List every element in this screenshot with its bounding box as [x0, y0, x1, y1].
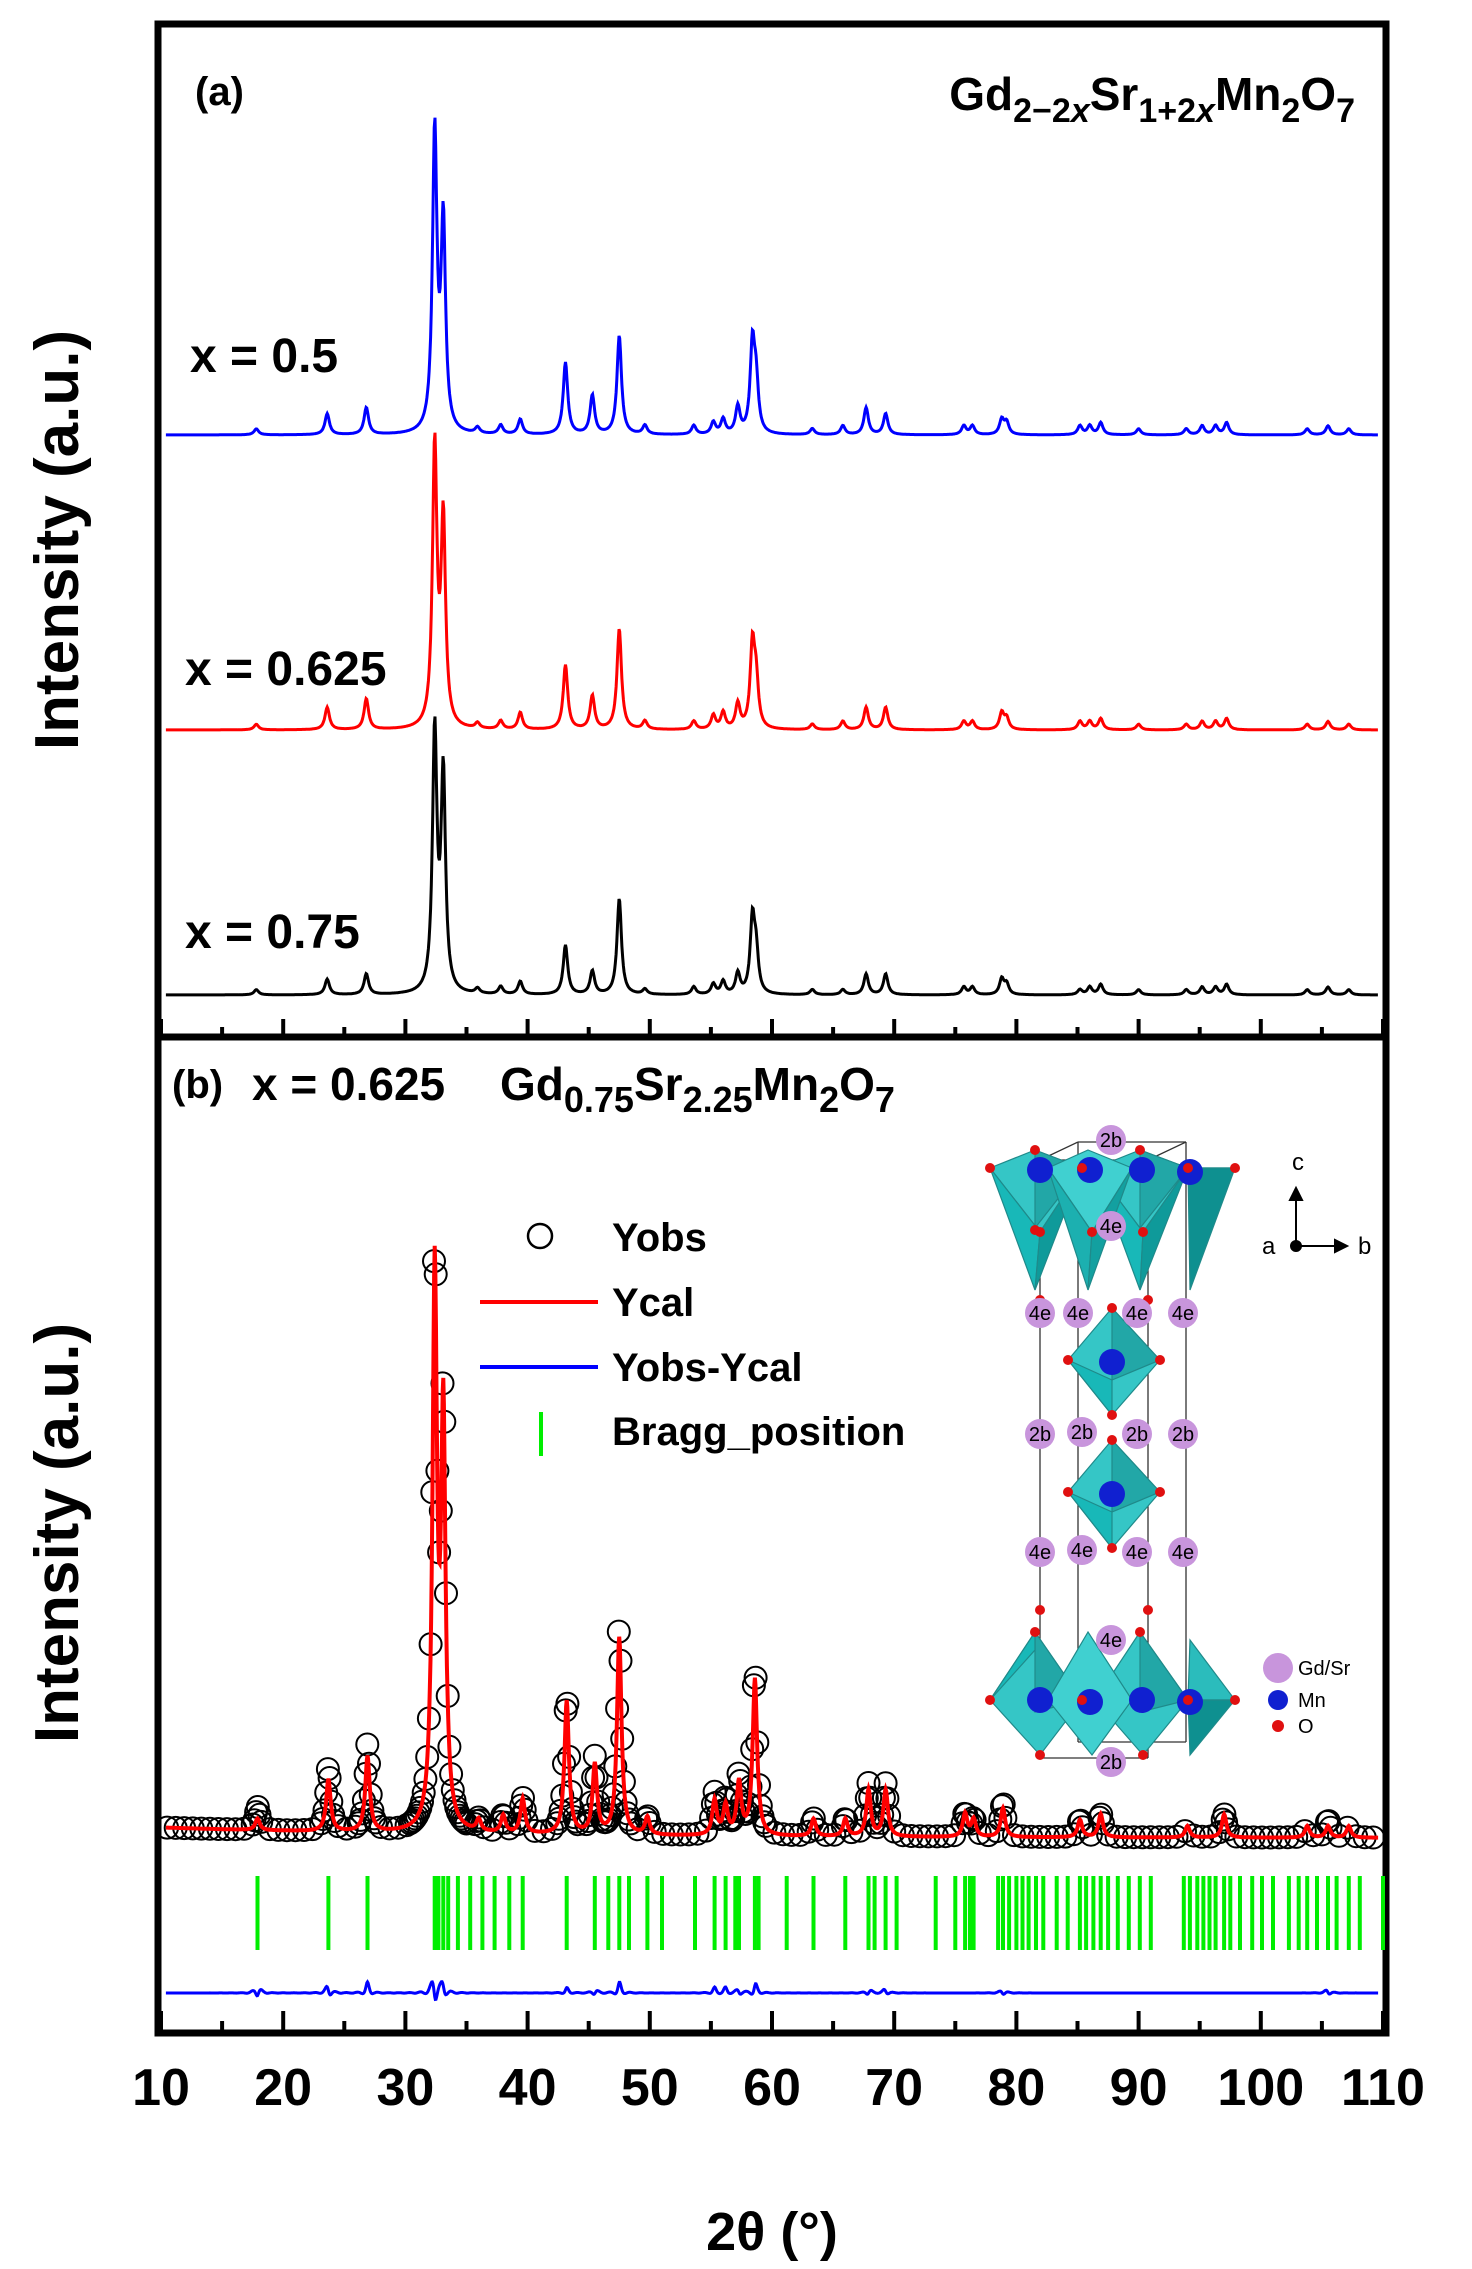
series-label-x075: x = 0.75 [185, 906, 360, 959]
x-tick-label: 10 [132, 2059, 190, 2117]
yobs-point [1318, 1815, 1343, 1840]
yobs-point [1096, 1822, 1121, 1847]
panel-b-plot [155, 1245, 1386, 2002]
legend-diff-label: Yobs-Ycal [612, 1346, 802, 1390]
crystal-structure-inset: 2b 4e 4e 4e 4e 4e 2b 2b 2b 2b 4e 4e 4e 4… [985, 1125, 1371, 1777]
yobs-point [1090, 1811, 1115, 1836]
svg-text:2b: 2b [1071, 1422, 1093, 1444]
panel-b-ylabel: Intensity (a.u.) [23, 1323, 92, 1743]
legend: Yobs Ycal Yobs-Ycal Bragg_position [480, 1216, 905, 1456]
panel-b-title-prefix: x = 0.625 [252, 1058, 445, 1110]
yobs-point [1212, 1802, 1237, 1827]
ycal-curve [165, 1245, 1379, 1840]
diff-curve [165, 1979, 1379, 2002]
legend-yobs-marker [526, 1222, 554, 1250]
yobs-point [363, 1810, 388, 1835]
svg-text:4e: 4e [1071, 1540, 1093, 1562]
x-tick-label: 30 [376, 2059, 434, 2117]
svg-text:2b: 2b [1029, 1424, 1051, 1446]
legend-mn-atom [1268, 1690, 1288, 1710]
yobs-point [642, 1819, 667, 1844]
legend-mn-label: Mn [1298, 1690, 1326, 1712]
svg-text:2b: 2b [1100, 1130, 1122, 1152]
series-label-x050: x = 0.5 [190, 330, 338, 383]
site-atoms: 2b 4e 4e 4e 4e 4e 2b 2b 2b 2b 4e 4e 4e 4… [1025, 1125, 1198, 1777]
yobs-point [449, 1806, 474, 1831]
x-tick-label: 40 [499, 2059, 557, 2117]
yobs-point [403, 1806, 428, 1831]
legend-yobs-label: Yobs [612, 1216, 707, 1260]
yobs-point [967, 1821, 992, 1845]
yobs-point [410, 1789, 434, 1814]
svg-text:2b: 2b [1100, 1752, 1122, 1774]
panel-a-series-2 [165, 716, 1378, 997]
yobs-point [618, 1811, 643, 1836]
panel-a-frame [154, 20, 1390, 1041]
yobs-point [326, 1814, 351, 1839]
x-tick-label: 20 [254, 2059, 312, 2117]
legend-gdsr-label: Gd/Sr [1298, 1658, 1351, 1680]
octahedra-top [989, 1149, 1237, 1291]
yobs-point [634, 1806, 659, 1831]
panel-a-formula: Gd2−2xSr1+2xMn2O7 [949, 68, 1355, 130]
yobs-point [801, 1806, 826, 1831]
svg-text:4e: 4e [1067, 1303, 1089, 1325]
panel-a-series-1 [165, 432, 1378, 732]
svg-text:4e: 4e [1029, 1542, 1051, 1564]
panel-a-ylabel: Intensity (a.u.) [23, 330, 92, 750]
yobs-point [1215, 1817, 1240, 1842]
axis-a-label: a [1262, 1233, 1276, 1260]
x-tick-label: 110 [1341, 2059, 1425, 2117]
crystal-axes [1288, 1185, 1350, 1254]
yobs-point [1327, 1823, 1351, 1848]
svg-text:4e: 4e [1172, 1303, 1194, 1325]
svg-text:2b: 2b [1172, 1424, 1194, 1446]
panel-b-formula: Gd0.75Sr2.25Mn2O7 [500, 1058, 895, 1120]
legend-bragg-label: Bragg_position [612, 1410, 905, 1454]
series-label-x0625: x = 0.625 [185, 643, 387, 696]
svg-text:4e: 4e [1029, 1303, 1051, 1325]
x-axis-label: 2θ (°) [706, 2202, 838, 2262]
x-tick-label: 100 [1217, 2059, 1304, 2117]
legend-o-atom [1272, 1720, 1284, 1732]
x-tick-label: 90 [1110, 2059, 1168, 2117]
panel-a-label: (a) [195, 70, 244, 114]
svg-text:4e: 4e [1126, 1542, 1148, 1564]
x-tick-label: 80 [987, 2059, 1045, 2117]
x-tick-label: 60 [743, 2059, 801, 2117]
panel-a-series-0 [165, 117, 1378, 437]
svg-text:4e: 4e [1100, 1216, 1122, 1238]
svg-text:2b: 2b [1126, 1424, 1148, 1446]
panel-b-label: (b) [172, 1063, 223, 1107]
yobs-point [762, 1820, 787, 1845]
yobs-point [334, 1816, 359, 1841]
legend-gdsr-atom [1263, 1653, 1293, 1683]
legend-ycal-label: Ycal [612, 1281, 694, 1325]
axis-b-label: b [1358, 1233, 1371, 1260]
svg-text:4e: 4e [1100, 1630, 1122, 1652]
x-tick-label: 50 [621, 2059, 679, 2117]
legend-o-label: O [1298, 1716, 1314, 1738]
svg-text:4e: 4e [1172, 1542, 1194, 1564]
axis-c-label: c [1292, 1149, 1304, 1176]
x-tick-label: 70 [865, 2059, 923, 2117]
x-axis: 10 20 30 40 50 60 70 80 90 100 110 [132, 1019, 1425, 2117]
panel-a-plot [165, 117, 1378, 997]
svg-text:4e: 4e [1126, 1303, 1148, 1325]
